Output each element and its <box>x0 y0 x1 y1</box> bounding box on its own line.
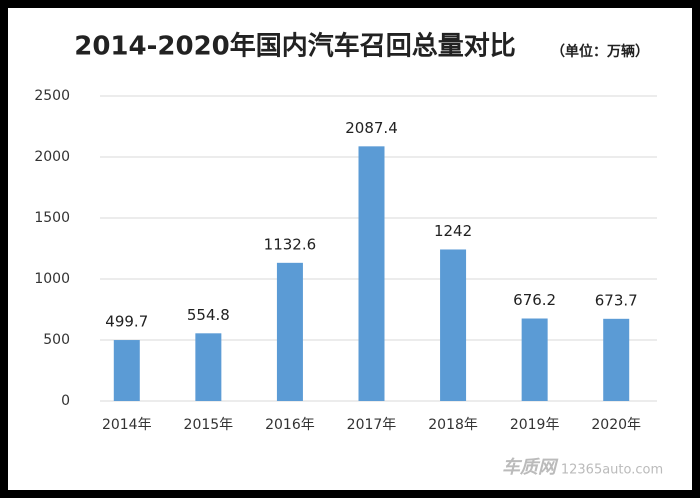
y-tick-label: 2000 <box>34 149 70 165</box>
x-tick-label: 2020年 <box>591 417 641 433</box>
x-tick-label: 2019年 <box>510 417 560 433</box>
bar <box>603 318 630 401</box>
x-tick-label: 2014年 <box>102 417 152 433</box>
x-tick-label: 2016年 <box>265 417 315 433</box>
bar <box>358 146 385 401</box>
value-label: 673.7 <box>595 291 638 309</box>
y-tick-label: 0 <box>61 393 70 409</box>
watermark-brand: 车质网 <box>502 457 559 478</box>
value-label: 2087.4 <box>345 119 398 137</box>
chart-title: 2014-2020年国内汽车召回总量对比 <box>74 31 516 62</box>
value-label: 499.7 <box>105 313 148 331</box>
y-tick-label: 1500 <box>34 210 70 226</box>
x-tick-label: 2017年 <box>347 417 397 433</box>
bar <box>113 340 140 401</box>
x-tick-label: 2018年 <box>428 417 478 433</box>
bar <box>195 333 222 401</box>
value-label: 554.8 <box>187 306 230 324</box>
chart-subtitle: （单位：万辆） <box>551 43 649 60</box>
y-tick-label: 2500 <box>34 88 70 104</box>
y-tick-label: 500 <box>43 332 70 348</box>
bar <box>276 262 303 401</box>
y-tick-label: 1000 <box>34 271 70 287</box>
value-label: 1132.6 <box>264 235 317 253</box>
bar <box>521 318 548 401</box>
watermark-site: 12365auto.com <box>561 463 663 478</box>
x-tick-label: 2015年 <box>184 417 234 433</box>
value-label: 1242 <box>434 222 472 240</box>
bar <box>440 249 467 401</box>
value-label: 676.2 <box>513 291 556 309</box>
